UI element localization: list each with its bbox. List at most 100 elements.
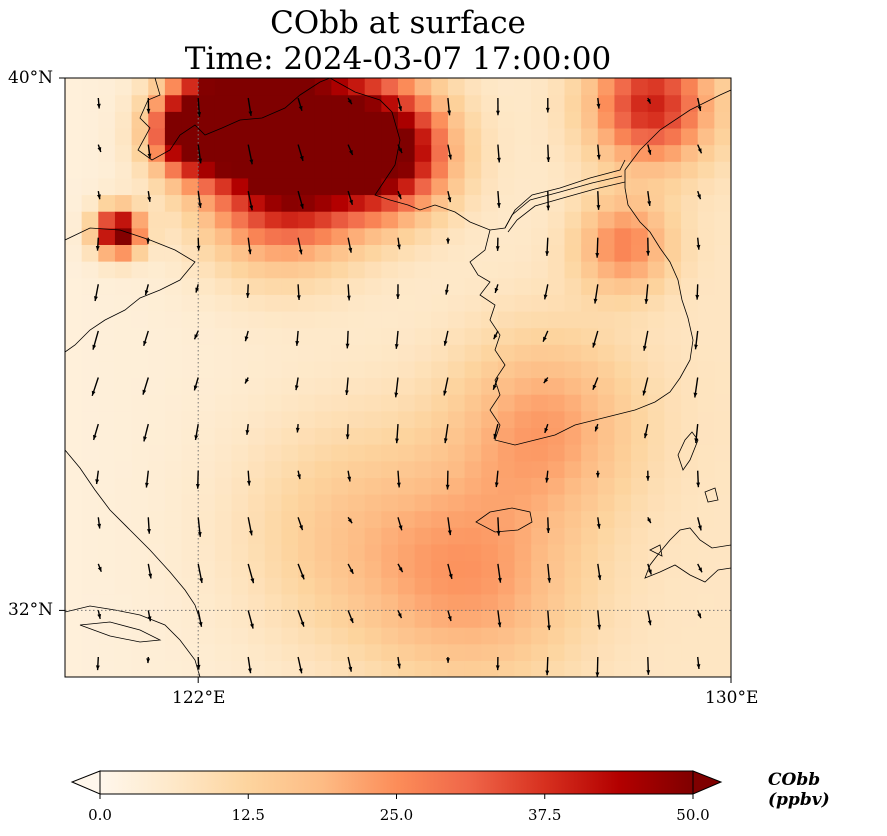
field-cell [231,127,249,146]
cobb-field-layer [65,78,731,677]
wind-arrow [443,330,449,346]
field-cell [697,277,715,295]
field-cell [414,627,432,645]
coastline-yalu-border-2 [507,181,626,233]
field-cell [431,194,449,212]
wind-arrow [92,330,99,350]
field-cell [614,460,632,478]
field-cell [664,460,682,478]
field-cell [614,294,632,312]
field-cell [531,127,549,146]
field-cell [264,460,283,478]
field-cell [248,127,266,146]
field-cell [547,127,566,146]
field-cell [481,161,499,179]
field-cell [298,127,316,146]
field-cell [681,444,699,462]
field-cell [214,527,233,545]
field-cell [514,427,532,445]
field-cell [248,277,266,295]
field-cell [114,111,133,129]
field-cell [198,493,216,512]
field-cell [364,394,382,412]
field-cell [414,560,432,578]
field-cell [681,527,699,545]
field-cell [281,227,299,245]
field-cell [597,94,616,112]
field-cell [714,660,731,677]
field-cell [497,660,516,677]
field-cell [331,294,349,312]
field-cell [148,377,166,395]
field-cell [98,310,116,329]
field-cell [531,177,549,196]
wind-arrow [495,656,500,671]
field-cell [148,410,166,429]
field-cell [414,527,432,545]
field-cell [398,227,416,245]
field-cell [364,593,382,612]
wind-arrow [646,237,650,256]
field-cell [281,111,299,129]
field-cell [481,144,499,162]
field-cell [164,327,183,345]
field-cell [497,593,516,612]
field-cell [664,444,682,462]
field-cell [481,277,499,295]
field-cell [248,227,266,245]
wind-arrow [297,610,305,627]
field-cell [65,211,83,229]
field-cell [481,627,499,645]
field-cell [464,294,482,312]
field-cell [331,460,349,478]
wind-arrow [543,284,549,300]
field-cell [114,227,133,245]
wind-arrow [91,377,99,397]
field-cell [198,643,216,661]
field-cell [348,377,366,395]
field-cell [81,460,99,478]
field-cell [348,577,366,595]
field-cell [314,227,332,245]
field-cell [447,577,466,595]
field-cell [547,460,566,478]
field-cell [164,410,183,429]
field-cell [314,177,332,196]
field-cell [514,577,532,595]
field-cell [148,360,166,379]
field-cell [631,660,649,677]
field-cell [681,610,699,628]
wind-arrow [347,144,354,156]
field-cell [447,527,466,545]
field-cell [214,344,233,362]
field-cell [364,310,382,329]
field-cell [364,643,382,661]
field-cell [697,344,715,362]
wind-arrow [247,237,252,255]
field-cell [264,593,283,612]
field-cell [148,560,166,578]
wind-arrow [397,97,402,112]
field-cell [647,527,665,545]
field-cell [564,211,582,229]
field-cell [647,78,665,96]
field-cell [81,527,99,545]
field-cell [248,660,266,677]
field-cell [248,427,266,445]
field-cell [148,460,166,478]
field-cell [198,194,216,212]
field-cell [198,527,216,545]
field-cell [398,327,416,345]
wind-arrow [146,237,151,244]
lon-tick-label-122: 122°E [172,688,226,708]
field-cell [198,211,216,229]
field-cell [398,310,416,329]
field-cell [581,94,599,112]
field-cell [464,593,482,612]
field-cell [231,477,249,495]
wind-arrow [647,191,652,206]
field-cell [614,360,632,379]
field-cell [447,543,466,562]
field-cell [547,310,566,329]
field-cell [248,643,266,661]
